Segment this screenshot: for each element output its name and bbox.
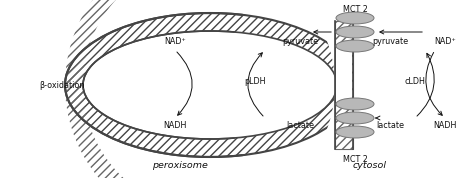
Ellipse shape [336, 112, 374, 124]
FancyBboxPatch shape [336, 47, 352, 103]
Wedge shape [263, 0, 357, 178]
Ellipse shape [336, 98, 374, 110]
Text: NADH: NADH [164, 121, 187, 130]
Text: cLDH: cLDH [405, 77, 426, 87]
Ellipse shape [83, 31, 337, 139]
Text: pLDH: pLDH [244, 77, 266, 87]
Text: pyruvate: pyruvate [372, 38, 408, 46]
Text: peroxisome: peroxisome [152, 161, 208, 169]
Text: pyruvate: pyruvate [282, 38, 318, 46]
Text: β-oxidation: β-oxidation [39, 80, 85, 90]
Ellipse shape [336, 12, 374, 24]
Text: MCT 2: MCT 2 [343, 6, 367, 14]
Text: lactate: lactate [286, 121, 314, 130]
Text: cytosol: cytosol [353, 161, 387, 169]
Ellipse shape [336, 126, 374, 138]
Text: MCT 2: MCT 2 [343, 156, 367, 164]
Text: NADH: NADH [433, 121, 456, 130]
Text: NAD⁺: NAD⁺ [164, 38, 186, 46]
Ellipse shape [336, 40, 374, 52]
Text: lactate: lactate [376, 121, 404, 130]
Text: NAD⁺: NAD⁺ [434, 38, 456, 46]
Ellipse shape [336, 26, 374, 38]
